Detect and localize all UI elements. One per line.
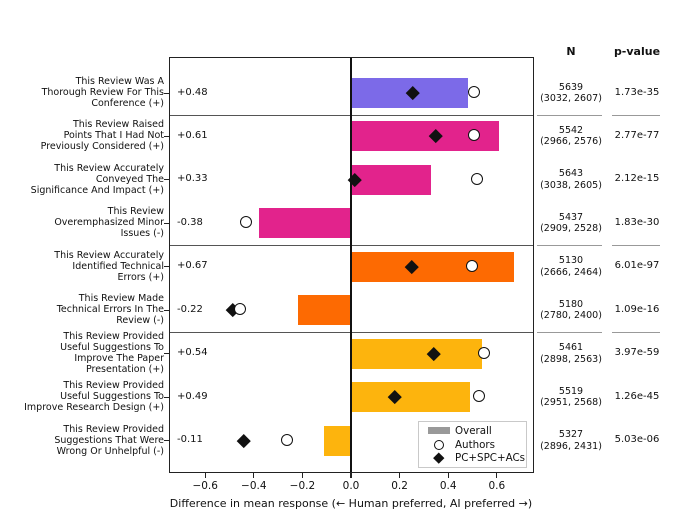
value-annotation: +0.54 xyxy=(177,347,208,358)
y-tick-mark xyxy=(164,179,169,181)
y-tick-mark xyxy=(164,353,169,355)
x-tick-mark xyxy=(447,473,449,478)
y-tick-mark xyxy=(164,135,169,137)
authors-marker xyxy=(470,172,483,185)
group-separator-p-column xyxy=(612,114,660,116)
n-cell: 5437 (2909, 2528) xyxy=(540,211,602,235)
authors-marker xyxy=(468,86,481,99)
n-cell: 5643 (3038, 2605) xyxy=(540,168,602,191)
value-annotation: +0.49 xyxy=(177,390,208,402)
zero-axis-line xyxy=(350,57,352,473)
overall-bar xyxy=(351,251,514,282)
group-separator-n-column xyxy=(537,331,602,333)
x-tick-label: −0.2 xyxy=(289,480,316,492)
p-value-column-header: p-value xyxy=(613,45,661,58)
legend: Overall Authors PC+SPC+ACs xyxy=(418,421,527,468)
n-cell: 5461 (2898, 2563) xyxy=(540,342,602,365)
x-tick-mark xyxy=(350,473,352,478)
overall-bar xyxy=(351,338,483,369)
x-tick-mark xyxy=(204,473,206,478)
group-separator-n-column xyxy=(537,114,602,116)
x-axis-label: Difference in mean response (← Human pre… xyxy=(169,497,533,510)
n-cell: 5519 (2951, 2568) xyxy=(540,385,602,409)
value-annotation: +0.33 xyxy=(177,173,208,184)
value-annotation: -0.11 xyxy=(177,434,203,445)
row-label: This Review Raised Points That I Had Not P… xyxy=(40,119,164,152)
x-tick-mark xyxy=(399,473,401,478)
value-annotation: +0.61 xyxy=(177,129,208,141)
overall-bar xyxy=(297,295,351,325)
n-cell: 5542 (2966, 2576) xyxy=(540,124,602,148)
row-label: This Review Made Technical Errors In The R… xyxy=(56,293,164,326)
pc-spc-acs-marker xyxy=(237,433,251,448)
row-label: This Review Overemphasized Minor Issues (-… xyxy=(54,206,164,239)
n-cell: 5130 (2666, 2464) xyxy=(540,255,602,278)
y-tick-mark xyxy=(164,440,169,442)
n-cell: 5327 (2896, 2431) xyxy=(540,429,602,452)
row-label: This Review Provided Useful Suggestions T… xyxy=(24,380,164,413)
authors-marker xyxy=(468,129,481,142)
p-value-cell: 5.03e-06 xyxy=(614,434,660,445)
p-value-cell: 1.83e-30 xyxy=(614,216,660,228)
p-value-cell: 1.26e-45 xyxy=(614,390,660,402)
legend-entry-authors: Authors xyxy=(425,438,520,452)
overall-bar xyxy=(324,425,351,456)
x-tick-label: 0.0 xyxy=(342,480,360,492)
black-diamond-marker-icon xyxy=(425,452,453,464)
overall-bar xyxy=(351,382,471,412)
value-annotation: -0.38 xyxy=(177,216,203,228)
value-annotation: -0.22 xyxy=(177,303,203,315)
authors-marker xyxy=(477,346,490,359)
y-tick-mark xyxy=(164,309,169,311)
p-value-cell: 2.77e-77 xyxy=(614,129,660,141)
authors-marker xyxy=(239,216,252,229)
overall-bar xyxy=(258,208,351,238)
value-annotation: +0.48 xyxy=(177,86,208,98)
legend-entry-pc-spc-acs: PC+SPC+ACs xyxy=(425,451,525,465)
p-value-cell: 1.73e-35 xyxy=(614,86,660,98)
group-separator-p-column xyxy=(612,331,660,333)
p-value-cell: 1.09e-16 xyxy=(614,303,660,315)
legend-label-pc-spc-acs: PC+SPC+ACs xyxy=(455,452,526,465)
overall-bar-swatch-icon xyxy=(425,427,453,435)
n-cell: 5180 (2780, 2400) xyxy=(540,298,602,322)
legend-entry-overall: Overall xyxy=(425,424,520,438)
legend-label-authors: Authors xyxy=(455,438,496,451)
p-value-cell: 6.01e-97 xyxy=(614,260,660,271)
authors-marker xyxy=(281,433,294,446)
x-tick-label: 0.2 xyxy=(391,480,408,492)
row-label: This Review Accurately Conveyed The Signif… xyxy=(30,162,164,196)
row-label: This Review Accurately Identified Technic… xyxy=(54,249,164,283)
group-separator-n-column xyxy=(537,244,602,246)
x-tick-label: 0.6 xyxy=(488,480,506,492)
overall-bar xyxy=(351,164,432,195)
row-label: This Review Provided Suggestions That Wer… xyxy=(54,423,164,457)
p-value-cell: 2.12e-15 xyxy=(614,173,660,184)
p-value-cell: 3.97e-59 xyxy=(614,347,660,358)
n-column-header: N xyxy=(566,45,576,58)
x-tick-label: −0.6 xyxy=(192,480,218,492)
x-tick-mark xyxy=(496,473,498,478)
authors-marker xyxy=(473,390,486,403)
x-tick-label: 0.4 xyxy=(439,480,457,492)
authors-marker xyxy=(233,303,246,316)
row-label: This Review Was A Thorough Review For Thi… xyxy=(41,76,164,109)
open-circle-marker-icon xyxy=(425,439,453,450)
legend-label-overall: Overall xyxy=(455,424,492,437)
x-tick-mark xyxy=(301,473,303,478)
y-tick-mark xyxy=(164,222,169,224)
x-tick-mark xyxy=(253,473,255,478)
n-cell: 5639 (3032, 2607) xyxy=(540,81,602,105)
value-annotation: +0.67 xyxy=(177,260,208,271)
row-label: This Review Provided Useful Suggestions T… xyxy=(60,331,164,375)
x-tick-label: −0.4 xyxy=(241,480,267,492)
y-tick-mark xyxy=(164,396,169,398)
authors-marker xyxy=(465,259,478,272)
y-tick-mark xyxy=(164,266,169,268)
group-separator-p-column xyxy=(612,244,660,246)
y-tick-mark xyxy=(164,92,169,94)
